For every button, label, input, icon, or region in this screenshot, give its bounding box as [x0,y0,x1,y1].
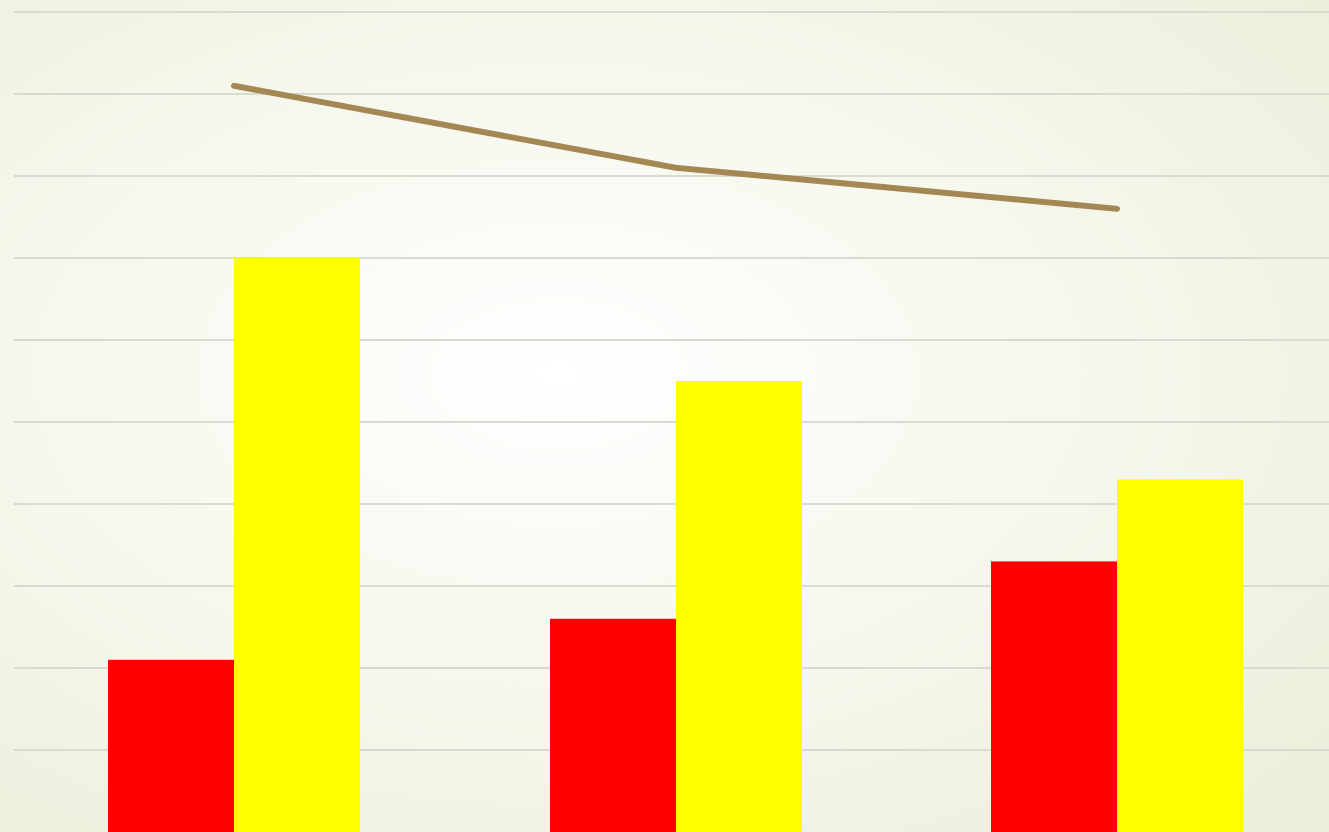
bar-series-1-category-2 [550,618,676,832]
bar-series-2-category-3 [1117,479,1243,832]
line-series-1 [231,82,1120,212]
trend-line [231,82,1120,212]
bars [108,258,1243,832]
bar-series-1-category-1 [108,659,234,832]
bar-series-2-category-1 [234,258,360,832]
bar-series-1-category-3 [991,561,1117,832]
bar-series-2-category-2 [676,381,802,832]
